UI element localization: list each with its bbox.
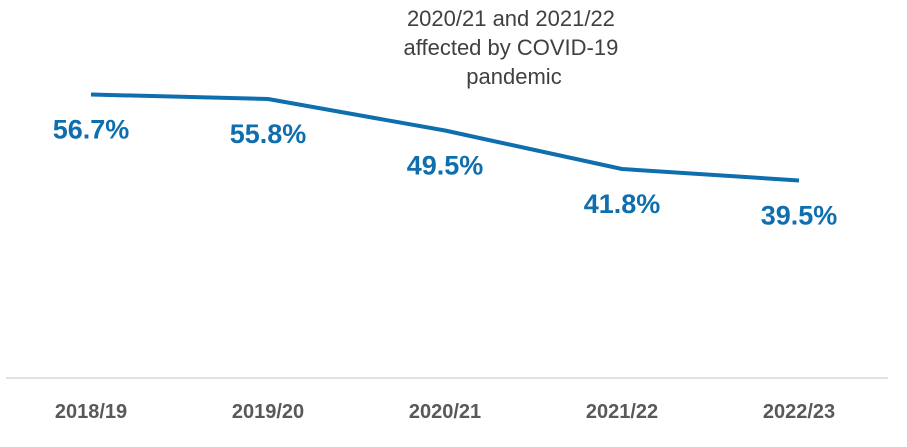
- data-label-2018-19: 56.7%: [53, 115, 130, 145]
- annotation-line-3: pandemic: [466, 64, 561, 89]
- x-axis-ticks: 2018/19 2019/20 2020/21 2021/22 2022/23: [55, 401, 835, 423]
- x-tick-2020-21: 2020/21: [409, 401, 481, 423]
- x-tick-2018-19: 2018/19: [55, 401, 127, 423]
- series-line: [90, 92, 800, 183]
- data-label-2020-21: 49.5%: [407, 151, 484, 181]
- data-label-2022-23: 39.5%: [761, 201, 838, 231]
- annotation-line-1: 2020/21 and 2021/22: [407, 6, 615, 31]
- x-tick-2021-22: 2021/22: [586, 401, 658, 423]
- covid-annotation: 2020/21 and 2021/22 affected by COVID-19…: [404, 6, 625, 89]
- x-tick-2019-20: 2019/20: [232, 401, 304, 423]
- data-labels: 56.7% 55.8% 49.5% 41.8% 39.5%: [53, 115, 838, 231]
- data-label-2019-20: 55.8%: [230, 119, 307, 149]
- x-tick-2022-23: 2022/23: [763, 401, 835, 423]
- data-label-2021-22: 41.8%: [584, 189, 661, 219]
- annotation-line-2: affected by COVID-19: [404, 35, 619, 60]
